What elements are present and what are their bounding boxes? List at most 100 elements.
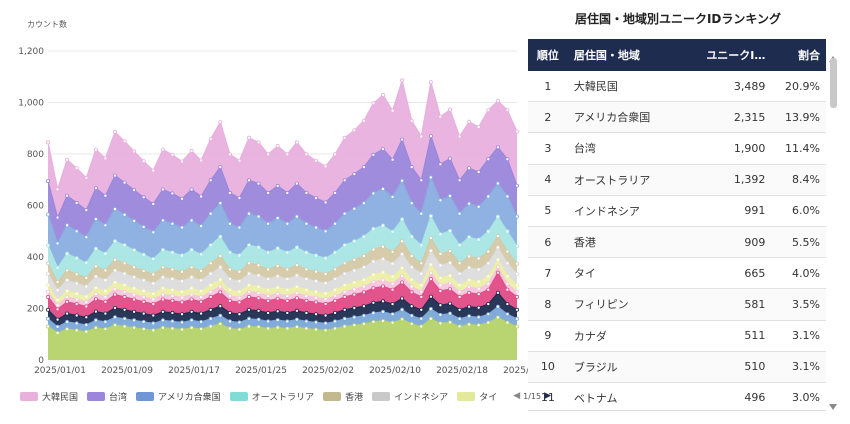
data-point (218, 290, 223, 295)
data-point (505, 302, 510, 307)
data-point (179, 300, 184, 305)
header-country[interactable]: 居住国・地域 (573, 49, 640, 62)
data-point (467, 278, 472, 283)
data-point (371, 311, 376, 316)
data-point (495, 245, 500, 250)
legend-item[interactable]: 大韓民国 (20, 390, 78, 403)
data-point (495, 264, 500, 269)
legend-item[interactable]: オーストラリア (229, 390, 314, 403)
data-point (419, 134, 424, 139)
data-point (438, 251, 443, 256)
legend-item[interactable]: アメリカ合衆国 (136, 390, 221, 403)
data-point (170, 319, 175, 324)
data-point (199, 224, 204, 229)
cell-country: タイ (567, 257, 696, 290)
data-point (419, 294, 424, 299)
data-point (294, 263, 299, 268)
series-line (47, 79, 518, 190)
data-point (199, 299, 204, 304)
data-point (266, 298, 271, 303)
data-point (246, 307, 251, 312)
data-point (352, 305, 357, 310)
data-point (390, 194, 395, 199)
table-row[interactable]: 1 大韓民国 3,489 20.9% (528, 71, 826, 103)
data-point (313, 158, 318, 163)
data-point (141, 195, 146, 200)
data-point (428, 80, 433, 85)
cell-unique-ids: 2,315 (695, 101, 772, 134)
data-point (199, 194, 204, 199)
data-point (457, 316, 462, 321)
area-series (48, 177, 517, 268)
cell-share: 3.0% (771, 382, 826, 410)
data-point (237, 289, 242, 294)
data-point (333, 298, 338, 303)
legend-item[interactable]: 香港 (323, 390, 363, 403)
header-share[interactable]: 割合 (798, 49, 820, 62)
scroll-down-icon[interactable] (829, 404, 837, 410)
table-row[interactable]: 10 ブラジル 510 3.1% (528, 351, 826, 383)
data-point (371, 300, 376, 305)
data-point (428, 134, 433, 139)
data-point (122, 243, 127, 248)
data-point (505, 194, 510, 199)
data-point (227, 298, 232, 303)
data-point (256, 308, 261, 313)
data-point (352, 287, 357, 292)
legend-label: アメリカ合衆国 (158, 392, 221, 403)
data-point (390, 274, 395, 279)
data-point (74, 200, 79, 205)
data-point (304, 277, 309, 282)
table-row[interactable]: 11 ベトナム 496 3.0% (528, 382, 826, 410)
header-rank[interactable]: 順位 (536, 49, 559, 62)
data-point (313, 320, 318, 325)
ranking-table: 順位 居住国・地域 ユニークI… 割合 1 大韓民国 3,489 20.9% 2 アメリ… (528, 39, 826, 410)
table-row[interactable]: 4 オーストラリア 1,392 8.4% (528, 164, 826, 196)
data-point (266, 293, 271, 298)
area-series (48, 292, 517, 327)
table-scrollbar[interactable] (828, 54, 838, 414)
data-point (160, 265, 165, 270)
data-point (237, 300, 242, 305)
data-point (266, 287, 271, 292)
table-row[interactable]: 5 インドネシア 991 6.0% (528, 195, 826, 227)
data-point (179, 289, 184, 294)
header-unique-ids[interactable]: ユニークI… (706, 49, 766, 62)
data-point (237, 225, 242, 230)
data-point (170, 277, 175, 282)
table-row[interactable]: 8 フィリピン 581 3.5% (528, 288, 826, 321)
data-point (419, 178, 424, 183)
data-point (246, 178, 251, 183)
legend-item[interactable]: タイ (457, 390, 497, 403)
legend-item[interactable]: インドネシア (372, 390, 448, 403)
data-point (447, 287, 452, 292)
area-series (48, 259, 517, 306)
cell-unique-ids: 665 (695, 257, 772, 290)
data-point (227, 267, 232, 272)
table-row[interactable]: 6 香港 909 5.5% (528, 226, 826, 259)
table-row[interactable]: 9 カナダ 511 3.1% (528, 320, 826, 352)
scrollbar-thumb[interactable] (830, 58, 837, 108)
data-point (419, 271, 424, 276)
table-row[interactable]: 3 台湾 1,900 11.4% (528, 132, 826, 165)
table-row[interactable]: 2 アメリカ合衆国 2,315 13.9% (528, 101, 826, 134)
table-row[interactable]: 7 タイ 665 4.0% (528, 257, 826, 290)
legend-prev-icon[interactable]: ◀ (513, 391, 521, 401)
data-point (160, 275, 165, 280)
legend-item[interactable]: 台湾 (87, 390, 127, 403)
data-point (333, 326, 338, 331)
data-point (476, 204, 481, 209)
data-point (409, 290, 414, 295)
data-point (505, 320, 510, 325)
data-point (467, 304, 472, 309)
data-point (361, 253, 366, 258)
cell-unique-ids: 3,489 (695, 71, 772, 103)
data-point (428, 277, 433, 282)
data-point (304, 267, 309, 272)
data-point (122, 307, 127, 312)
data-point (275, 309, 280, 314)
data-point (227, 293, 232, 298)
data-point (486, 320, 491, 325)
cell-unique-ids: 510 (695, 351, 772, 383)
data-point (84, 208, 89, 213)
